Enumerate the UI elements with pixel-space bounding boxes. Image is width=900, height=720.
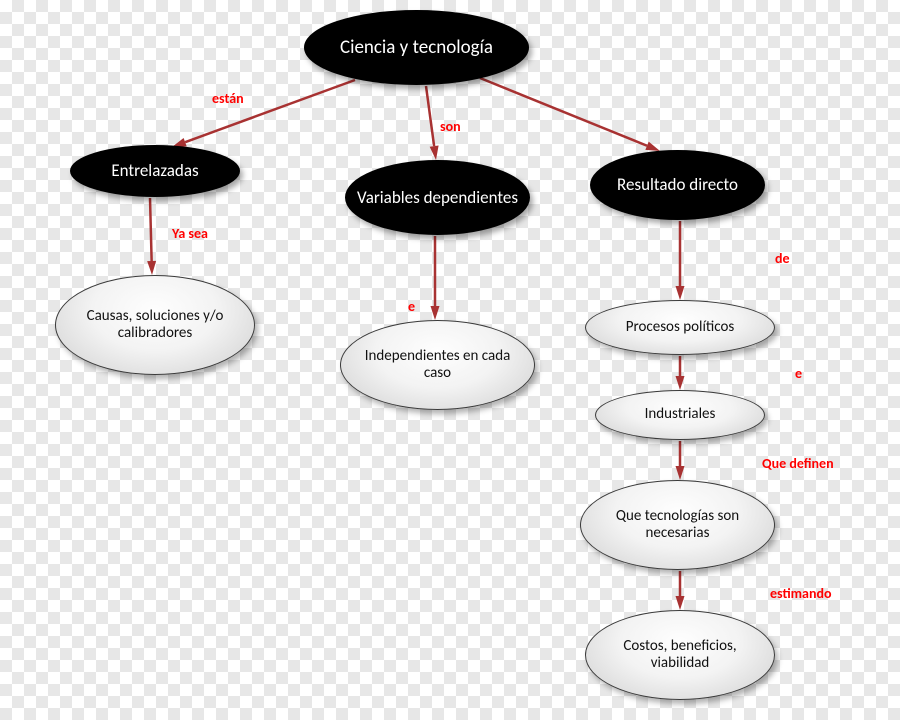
node-label: Procesos políticos xyxy=(626,319,735,336)
node-costos: Costos, beneficios, viabilidad xyxy=(585,610,775,700)
edge-label: están xyxy=(212,90,244,107)
node-label: Ciencia y tecnología xyxy=(340,37,493,59)
node-label: Que tecnologías son necesarias xyxy=(591,508,764,543)
node-label: Causas, soluciones y/o calibradores xyxy=(66,308,244,343)
node-entrelazadas: Entrelazadas xyxy=(70,145,240,197)
edge-label: de xyxy=(775,250,790,267)
edge-label: estimando xyxy=(770,585,832,602)
node-resultado: Resultado directo xyxy=(590,150,765,220)
node-label: Entrelazadas xyxy=(111,161,198,181)
node-label: Industriales xyxy=(645,406,716,423)
node-root: Ciencia y tecnología xyxy=(304,10,529,85)
node-variables: Variables dependientes xyxy=(345,160,530,235)
node-label: Variables dependientes xyxy=(357,188,518,208)
edge-label: Que definen xyxy=(762,455,834,472)
node-label: Independientes en cada caso xyxy=(351,348,524,383)
node-independ: Independientes en cada caso xyxy=(340,320,535,410)
node-causas: Causas, soluciones y/o calibradores xyxy=(55,275,255,375)
node-label: Costos, beneficios, viabilidad xyxy=(596,638,764,673)
node-indust: Industriales xyxy=(595,390,765,440)
node-que_tec: Que tecnologías son necesarias xyxy=(580,480,775,570)
diagram-stage: Ciencia y tecnología Entrelazadas Variable… xyxy=(0,0,900,720)
node-label: Resultado directo xyxy=(617,175,738,195)
edge-label: e xyxy=(795,365,802,382)
edge-label: e xyxy=(408,298,415,315)
node-procesos: Procesos políticos xyxy=(585,300,775,355)
edge-label: Ya sea xyxy=(172,225,208,242)
edge-label: son xyxy=(440,118,461,135)
